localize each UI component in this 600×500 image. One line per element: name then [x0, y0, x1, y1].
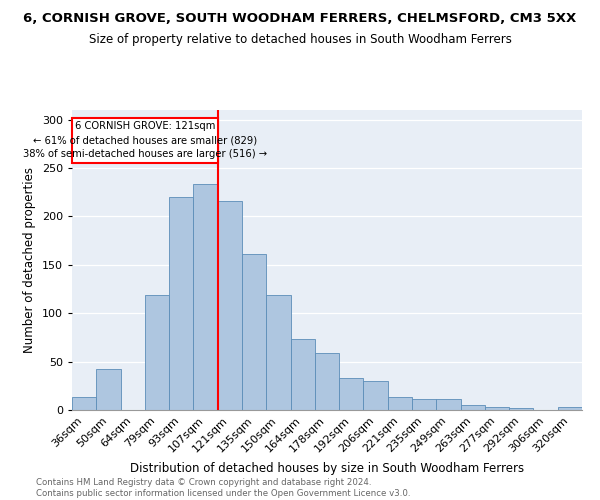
Bar	[436, 400, 461, 410]
Bar	[339, 378, 364, 410]
X-axis label: Distribution of detached houses by size in South Woodham Ferrers: Distribution of detached houses by size …	[130, 462, 524, 475]
Bar	[218, 201, 242, 410]
Bar	[145, 295, 169, 410]
Text: 6 CORNISH GROVE: 121sqm
← 61% of detached houses are smaller (829)
38% of semi-d: 6 CORNISH GROVE: 121sqm ← 61% of detache…	[23, 122, 267, 160]
Bar	[412, 400, 436, 410]
Text: Contains HM Land Registry data © Crown copyright and database right 2024.
Contai: Contains HM Land Registry data © Crown c…	[36, 478, 410, 498]
Bar	[290, 340, 315, 410]
Bar	[509, 408, 533, 410]
Bar	[266, 295, 290, 410]
Bar	[461, 405, 485, 410]
Bar	[169, 197, 193, 410]
Y-axis label: Number of detached properties: Number of detached properties	[23, 167, 36, 353]
Bar	[72, 398, 96, 410]
FancyBboxPatch shape	[73, 118, 218, 163]
Bar	[242, 254, 266, 410]
Text: Size of property relative to detached houses in South Woodham Ferrers: Size of property relative to detached ho…	[89, 32, 511, 46]
Bar	[485, 407, 509, 410]
Bar	[96, 370, 121, 410]
Bar	[388, 398, 412, 410]
Bar	[558, 407, 582, 410]
Bar	[315, 353, 339, 410]
Bar	[193, 184, 218, 410]
Text: 6, CORNISH GROVE, SOUTH WOODHAM FERRERS, CHELMSFORD, CM3 5XX: 6, CORNISH GROVE, SOUTH WOODHAM FERRERS,…	[23, 12, 577, 26]
Bar	[364, 381, 388, 410]
